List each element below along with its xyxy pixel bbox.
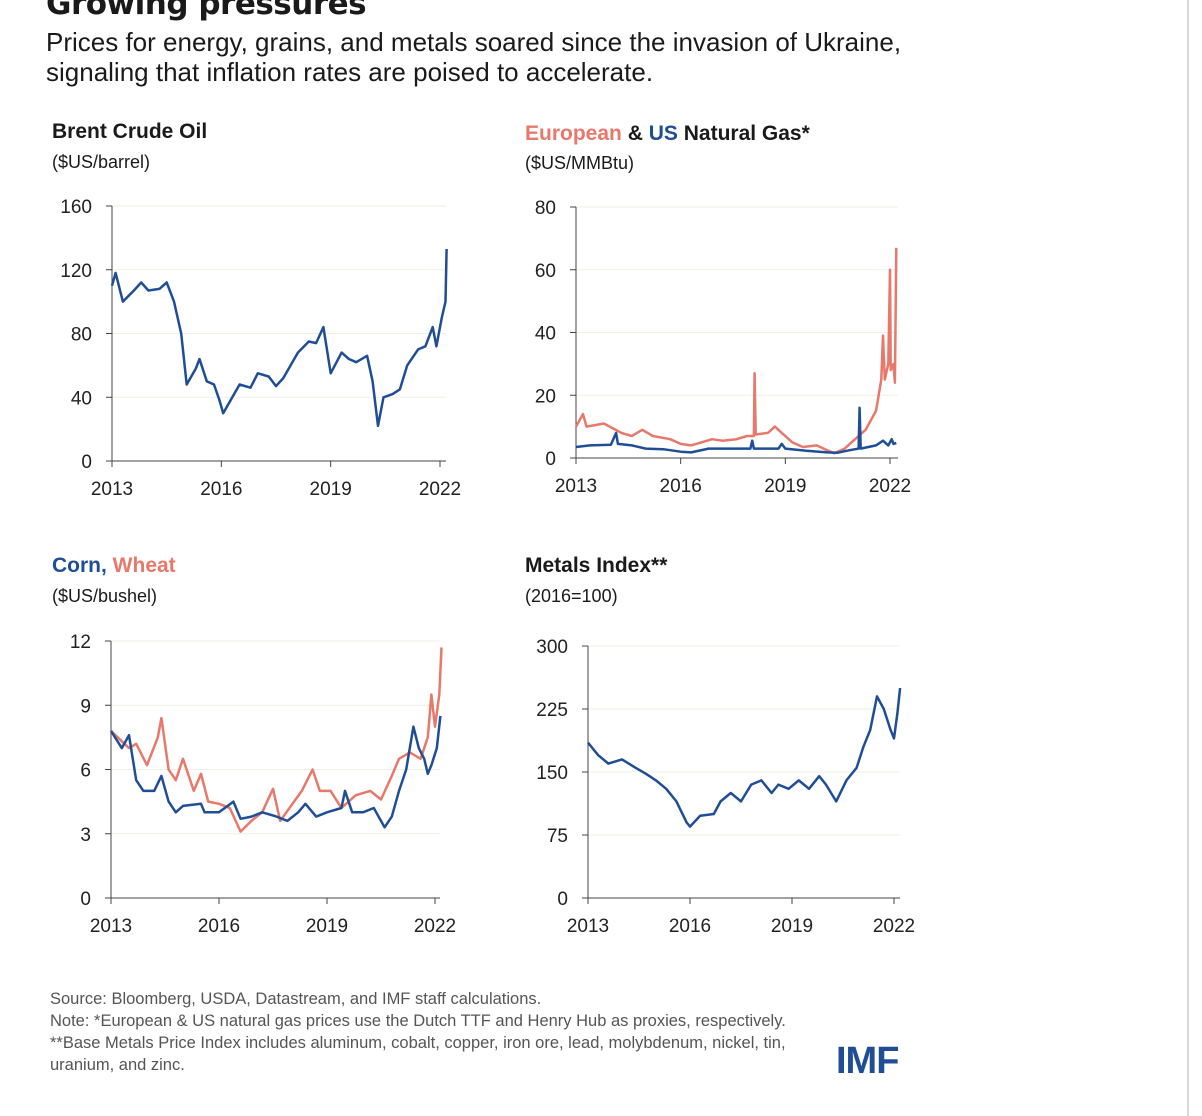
x-tick-label: 2016 <box>198 916 240 937</box>
title-wheat: Wheat <box>112 554 176 577</box>
chart-unit-gas: ($US/MMBtu) <box>525 153 635 173</box>
y-tick-label: 75 <box>547 826 568 847</box>
imf-logo: IMF <box>836 1040 899 1082</box>
y-tick-label: 0 <box>545 449 556 470</box>
y-tick-label: 12 <box>70 632 91 653</box>
chart-unit-brent: ($US/barrel) <box>52 152 151 172</box>
x-tick-label: 2022 <box>419 479 461 500</box>
y-tick-label: 9 <box>80 696 91 717</box>
title-european: European <box>525 122 622 145</box>
x-tick-label: 2013 <box>567 916 609 937</box>
y-tick-label: 40 <box>71 388 92 409</box>
y-tick-label: 80 <box>71 325 92 346</box>
y-tick-label: 0 <box>557 889 568 910</box>
right-border <box>1187 0 1189 1116</box>
series-line-corn <box>109 715 442 829</box>
chart-unit-metals: (2016=100) <box>525 586 618 606</box>
x-tick-label: 2019 <box>306 916 348 937</box>
series-line-index <box>110 248 448 428</box>
y-tick-label: 300 <box>536 637 568 658</box>
series-line-european <box>574 247 898 455</box>
y-tick-label: 40 <box>535 324 556 345</box>
x-tick-label: 2019 <box>764 476 806 497</box>
figure-subtitle: Prices for energy, grains, and metals so… <box>46 27 902 87</box>
figure-title: Growing pressures <box>46 0 367 22</box>
x-tick-label: 2019 <box>310 479 352 500</box>
series-line-wheat <box>110 647 443 833</box>
chart-title-gas: European & US Natural Gas* <box>525 122 810 146</box>
y-tick-label: 20 <box>535 386 556 407</box>
x-tick-label: 2019 <box>771 916 813 937</box>
series-line-index <box>587 687 902 828</box>
x-tick-label: 2022 <box>873 916 915 937</box>
chart-title-brent: Brent Crude Oil <box>52 120 208 143</box>
x-tick-label: 2016 <box>669 916 711 937</box>
title-gas-rest: Natural Gas* <box>677 122 810 145</box>
x-tick-label: 2022 <box>414 916 456 937</box>
y-tick-label: 3 <box>80 825 91 846</box>
title-us: US <box>648 122 678 145</box>
x-tick-label: 2013 <box>90 916 132 937</box>
chart-unit-grains: ($US/bushel) <box>52 586 158 606</box>
y-tick-label: 0 <box>81 452 92 473</box>
y-tick-label: 80 <box>535 198 556 219</box>
footer: Source: Bloomberg, USDA, Datastream, and… <box>50 988 810 1076</box>
title-corn: Corn <box>52 554 101 577</box>
x-tick-label: 2013 <box>91 479 133 500</box>
y-tick-label: 6 <box>80 761 91 782</box>
y-tick-label: 60 <box>535 261 556 282</box>
x-tick-label: 2016 <box>200 479 242 500</box>
y-tick-label: 0 <box>80 889 91 910</box>
title-amp: & <box>621 122 649 145</box>
y-tick-label: 150 <box>536 763 568 784</box>
chart-title-grains: Corn, Wheat <box>52 554 176 578</box>
y-tick-label: 225 <box>536 700 568 721</box>
y-tick-label: 120 <box>60 261 92 282</box>
x-tick-label: 2013 <box>555 476 597 497</box>
y-tick-label: 160 <box>60 197 92 218</box>
series-line-us <box>575 406 897 454</box>
title-comma: , <box>101 554 113 577</box>
x-tick-label: 2016 <box>660 476 702 497</box>
note: Note: *European & US natural gas prices … <box>50 1012 786 1074</box>
x-tick-label: 2022 <box>869 476 911 497</box>
chart-title-metals: Metals Index** <box>525 554 668 577</box>
source-note: Source: Bloomberg, USDA, Datastream, and… <box>50 990 542 1008</box>
